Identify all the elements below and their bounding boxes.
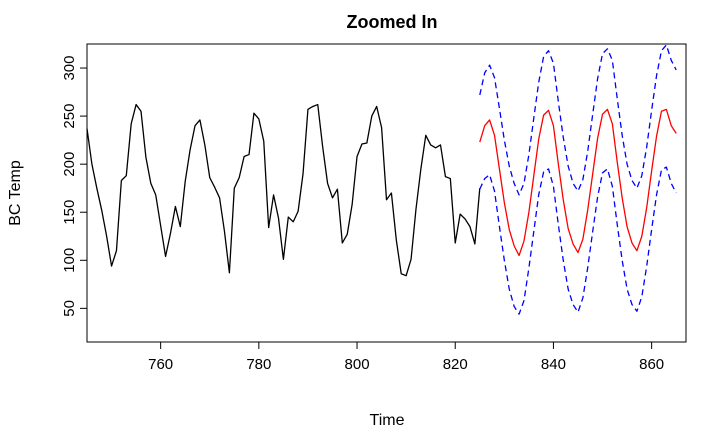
chart-title: Zoomed In [347, 12, 438, 32]
x-tick-label: 820 [443, 356, 468, 373]
x-tick-label: 840 [541, 356, 566, 373]
y-tick-label: 50 [61, 300, 78, 317]
series-line-observed [86, 103, 481, 277]
series-layer [86, 44, 677, 315]
x-tick-label: 860 [639, 356, 664, 373]
series-line-forecast [479, 108, 677, 257]
y-tick-label: 150 [61, 200, 78, 225]
y-axis: 50 100 150 200 250 300 [61, 56, 87, 317]
series-line-lower-bound [479, 166, 677, 315]
x-tick-label: 760 [148, 356, 173, 373]
plot-area [86, 43, 687, 343]
plot-frame [86, 43, 687, 343]
y-tick-label: 100 [61, 248, 78, 273]
x-axis-label: Time [370, 412, 405, 429]
y-tick-label: 200 [61, 152, 78, 177]
x-axis: 760 780 800 820 840 860 [148, 342, 664, 373]
y-tick-label: 250 [61, 104, 78, 129]
y-tick-label: 300 [61, 56, 78, 81]
x-tick-label: 800 [345, 356, 370, 373]
series-line-upper-bound [479, 44, 677, 196]
y-axis-label: BC Temp [7, 160, 24, 226]
x-tick-label: 780 [246, 356, 271, 373]
